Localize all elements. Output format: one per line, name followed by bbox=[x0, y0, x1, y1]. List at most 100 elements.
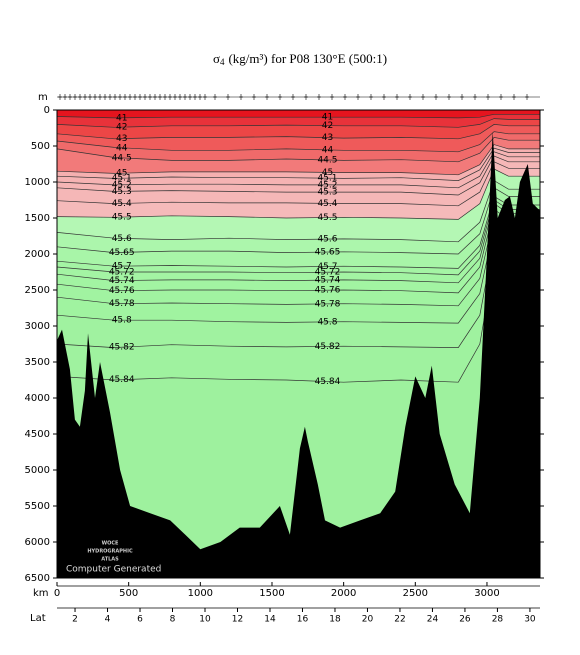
contour-label: 45.3 bbox=[112, 187, 132, 197]
contour-label: 45.65 bbox=[109, 248, 135, 258]
contour-label: 45.2 bbox=[112, 180, 132, 190]
contour-label: 45.84 bbox=[315, 377, 341, 387]
contour-label: 45.78 bbox=[315, 299, 341, 309]
contour-line bbox=[57, 124, 540, 140]
contour-label: 45.3 bbox=[317, 188, 337, 198]
contour-label: 44 bbox=[322, 145, 334, 155]
y-tick-label: 4000 bbox=[25, 393, 50, 404]
y-tick-label: 1500 bbox=[25, 213, 50, 224]
bathymetry bbox=[57, 131, 540, 578]
contour-label: 45 bbox=[116, 169, 127, 179]
top-axis-label: m bbox=[38, 92, 48, 103]
contour-line bbox=[57, 180, 540, 243]
y-tick-label: 5000 bbox=[25, 465, 50, 476]
lat-tick-label: 26 bbox=[459, 615, 471, 625]
contour-label: 45 bbox=[322, 168, 333, 178]
contour-line bbox=[57, 113, 540, 119]
contour-label: 44 bbox=[116, 143, 128, 153]
contour-label: 44.5 bbox=[317, 155, 337, 165]
contour-label: 45.84 bbox=[109, 375, 135, 385]
contour-label: 42 bbox=[322, 121, 333, 131]
lat-tick-label: 16 bbox=[297, 615, 309, 625]
contour-label: 45.8 bbox=[112, 316, 132, 326]
contour-line bbox=[57, 187, 540, 255]
contour-line bbox=[57, 168, 540, 220]
y-tick-label: 500 bbox=[31, 141, 50, 152]
credit: Computer Generated bbox=[66, 565, 161, 575]
x-tick-label: 1000 bbox=[188, 588, 213, 599]
contour-label: 45.76 bbox=[109, 286, 135, 296]
y-tick-label: 0 bbox=[44, 105, 50, 116]
lat-tick-label: 4 bbox=[105, 615, 111, 625]
logo-text: ATLAS bbox=[101, 557, 119, 563]
x-tick-label: 2500 bbox=[403, 588, 428, 599]
lat-tick-label: 30 bbox=[524, 615, 536, 625]
x-tick-label: 1500 bbox=[259, 588, 284, 599]
contour-label: 45.74 bbox=[315, 276, 341, 286]
contour-label: 43 bbox=[322, 133, 333, 143]
lat-tick-label: 2 bbox=[72, 615, 78, 625]
logo-text: WOCE bbox=[102, 541, 119, 547]
title-rest: (kg/m³) for P08 130°E (500:1) bbox=[228, 51, 387, 66]
y-tick-label: 2500 bbox=[25, 285, 50, 296]
lat-tick-label: 18 bbox=[329, 615, 341, 625]
contour-label: 44.5 bbox=[112, 153, 132, 163]
lat-axis-label: Lat bbox=[30, 613, 46, 624]
x-tick-label: 2000 bbox=[331, 588, 356, 599]
contour-line bbox=[57, 151, 540, 189]
contour-label: 45.1 bbox=[112, 174, 132, 184]
lat-tick-label: 8 bbox=[170, 615, 176, 625]
contour-label: 45.78 bbox=[109, 299, 135, 309]
y-tick-label: 5500 bbox=[25, 501, 50, 512]
title-subscript: 4 bbox=[220, 57, 225, 67]
lat-tick-label: 24 bbox=[427, 615, 439, 625]
y-tick-label: 6500 bbox=[25, 573, 50, 584]
plot-frame bbox=[56, 109, 541, 579]
y-tick-label: 2000 bbox=[25, 249, 50, 260]
contour-label: 43 bbox=[116, 134, 127, 144]
x-axis-label: km bbox=[33, 588, 49, 599]
y-tick-label: 3500 bbox=[25, 357, 50, 368]
contour-label: 45.6 bbox=[112, 234, 132, 244]
logo-text: HYDROGRAPHIC bbox=[87, 549, 133, 555]
contour-label: 45.7 bbox=[317, 262, 337, 272]
lat-tick-label: 14 bbox=[264, 615, 276, 625]
x-tick-label: 0 bbox=[54, 588, 60, 599]
contour-label: 45.7 bbox=[112, 262, 132, 272]
lat-tick-label: 12 bbox=[232, 615, 243, 625]
chart-title: σ4 (kg/m³) for P08 130°E (500:1) bbox=[213, 51, 387, 67]
y-tick-label: 3000 bbox=[25, 321, 50, 332]
contour-line bbox=[57, 131, 540, 153]
contour-label: 45.4 bbox=[112, 199, 132, 209]
contour-line bbox=[57, 155, 540, 196]
contour-label: 45.65 bbox=[315, 248, 341, 258]
contour-line bbox=[57, 147, 540, 181]
contour-label: 45.1 bbox=[317, 174, 337, 184]
contour-line bbox=[57, 144, 540, 176]
contour-label: 41 bbox=[322, 113, 333, 123]
contour-label: 45.72 bbox=[109, 268, 135, 278]
contour-label: 41 bbox=[116, 113, 127, 123]
lat-tick-label: 6 bbox=[137, 615, 143, 625]
contour-label: 45.2 bbox=[317, 180, 337, 190]
contour-label: 45.5 bbox=[112, 213, 132, 223]
y-tick-label: 1000 bbox=[25, 177, 50, 188]
y-tick-label: 4500 bbox=[25, 429, 50, 440]
contour-label: 42 bbox=[116, 123, 127, 133]
contour-label: 45.72 bbox=[315, 268, 341, 278]
contour-label: 45.5 bbox=[317, 213, 337, 223]
title-symbol: σ bbox=[213, 51, 220, 66]
contour-line bbox=[57, 137, 540, 163]
lat-tick-label: 20 bbox=[362, 615, 374, 625]
contour-label: 45.8 bbox=[317, 317, 337, 327]
contour-label: 45.6 bbox=[317, 235, 337, 245]
contour-label: 45.4 bbox=[317, 199, 337, 209]
contour-label: 45.74 bbox=[109, 276, 135, 286]
lat-tick-label: 10 bbox=[199, 615, 211, 625]
lat-tick-label: 22 bbox=[394, 615, 405, 625]
contour-line bbox=[57, 118, 540, 128]
contour-line bbox=[57, 161, 540, 207]
x-tick-label: 500 bbox=[119, 588, 138, 599]
y-tick-label: 6000 bbox=[25, 537, 50, 548]
